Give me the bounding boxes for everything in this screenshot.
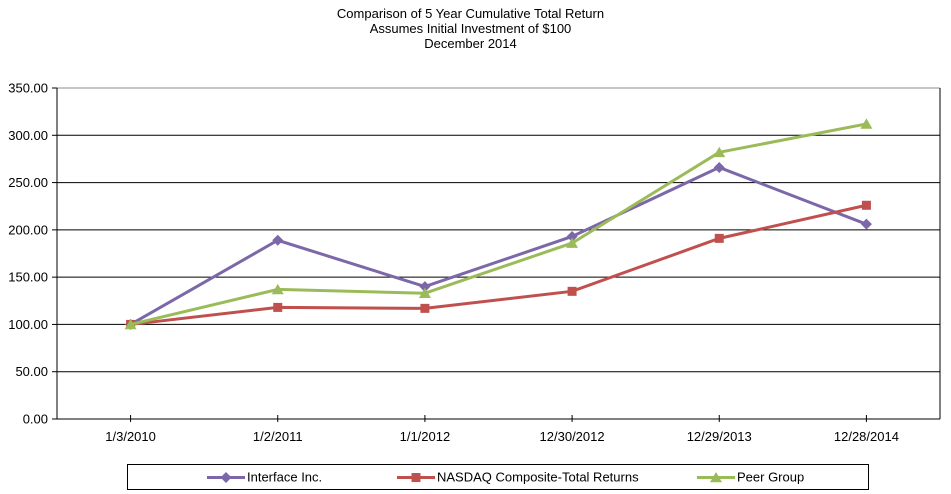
square-marker-icon [567,286,577,296]
diamond-marker-icon [566,230,578,242]
triangle-marker-icon [418,287,431,299]
y-tick-label: 200.00 [8,222,48,237]
x-tick-label: 12/28/2014 [834,429,899,444]
diamond-marker-icon [272,234,284,246]
square-marker-icon [861,200,871,210]
chart-title-line-1: Comparison of 5 Year Cumulative Total Re… [336,6,605,21]
chart-legend: Interface Inc. NASDAQ Composite-Total Re… [127,464,869,490]
triangle-marker-icon [271,283,284,295]
y-tick-label: 350.00 [8,81,48,96]
square-marker-icon [273,302,283,312]
y-tick-label: 300.00 [8,128,48,143]
legend-entry-interface: Interface Inc. [206,470,322,485]
y-tick-label: 0.00 [23,412,48,427]
x-tick-label: 1/2/2011 [253,429,303,444]
x-tick-label: 12/29/2013 [687,429,752,444]
x-tick-label: 1/1/2012 [400,429,451,444]
series-line-diamond [129,165,867,326]
chart-title-line-3: December 2014 [424,36,517,51]
square-marker-icon [397,472,435,482]
triangle-marker-icon [860,118,873,129]
diamond-marker-icon [220,471,232,483]
legend-label-interface: Interface Inc. [247,469,323,485]
legend-label-peer-group: Peer Group [737,469,805,485]
triangle-marker-icon [124,318,137,330]
x-tick-label: 1/3/2010 [105,429,156,444]
legend-entry-peer-group: Peer Group [696,470,804,485]
diamond-marker-icon [860,218,872,230]
series-line-triangle [130,122,867,326]
diamond-marker-icon [419,281,431,293]
y-tick-label: 150.00 [8,270,48,285]
square-marker-icon [714,233,724,243]
y-tick-label: 100.00 [8,317,48,332]
triangle-marker-icon [710,471,722,482]
triangle-marker-icon [713,146,726,158]
x-tick-label: 12/30/2012 [540,429,605,444]
chart-title: Comparison of 5 Year Cumulative Total Re… [0,6,941,51]
diamond-marker-icon [207,471,245,483]
y-tick-label: 250.00 [8,175,48,190]
square-marker-icon [411,472,421,482]
diamond-marker-icon [713,161,725,173]
legend-entry-nasdaq: NASDAQ Composite-Total Returns [396,470,639,485]
chart-title-line-2: Assumes Initial Investment of $100 [369,21,572,36]
legend-label-nasdaq: NASDAQ Composite-Total Returns [437,469,639,485]
triangle-marker-icon [566,237,579,248]
square-marker-icon [420,303,430,313]
triangle-marker-icon [697,471,735,482]
y-tick-label: 50.00 [15,364,48,379]
series-line-square [130,203,867,326]
